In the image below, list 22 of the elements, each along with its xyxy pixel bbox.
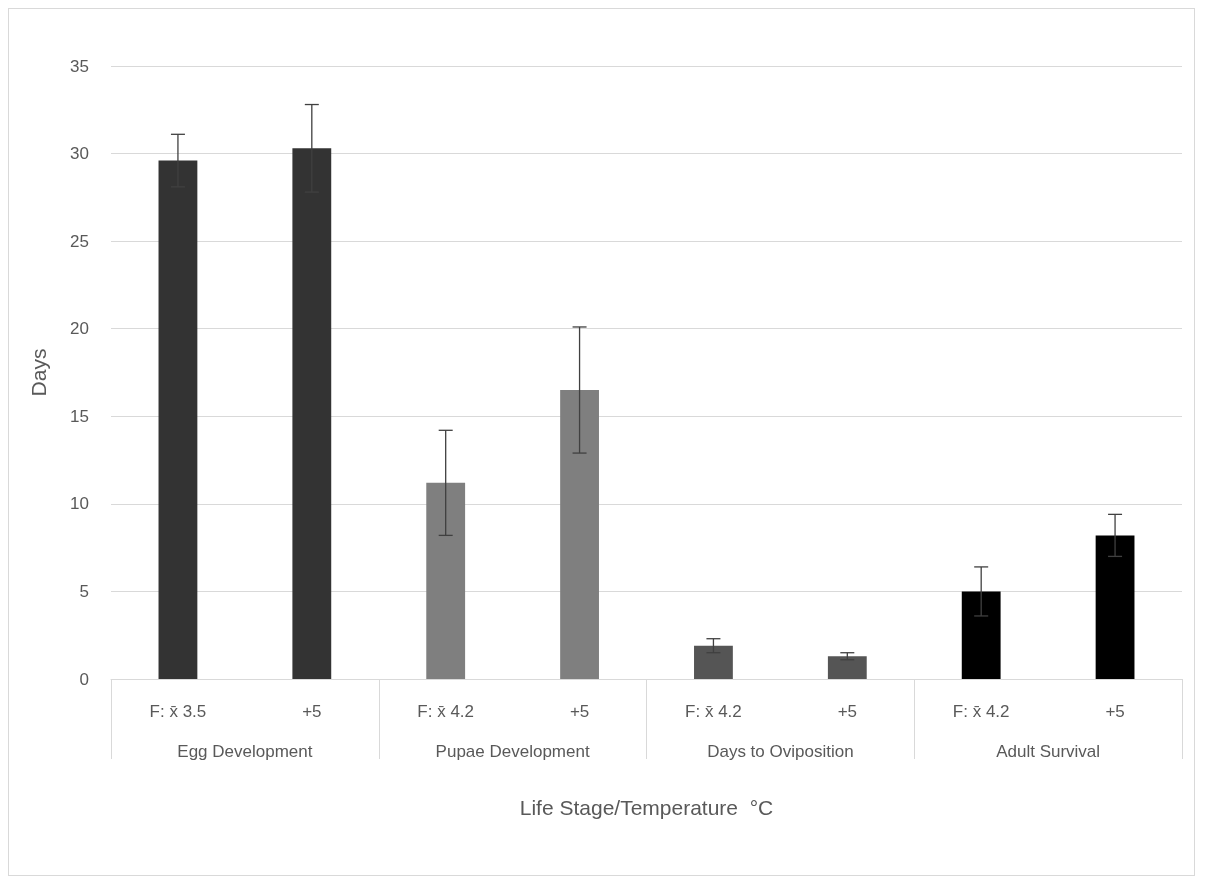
x-tick-label: F: x̄ 4.2 [952, 702, 1010, 721]
x-tick-label: F: x̄ 4.2 [417, 702, 475, 721]
x-tick-label: +5 [1105, 702, 1125, 721]
y-tick-label: 20 [70, 319, 89, 339]
x-tick-label: +5 [302, 702, 322, 721]
text: Pupae Development [435, 742, 590, 761]
y-tick-label: 30 [70, 144, 89, 164]
text: Days to Oviposition [707, 742, 854, 761]
y-tick-label: 0 [79, 669, 89, 689]
y-axis-title: Days [27, 348, 50, 397]
x-tick-label: F: x̄ 3.5 [149, 702, 207, 721]
x-axis-title: Life Stage/Temperature °C [519, 796, 774, 819]
x-tick-label: +5 [569, 702, 590, 721]
text: Adult Survival [996, 742, 1101, 761]
text: Egg Development [177, 742, 313, 761]
y-tick-label: 5 [79, 581, 89, 601]
y-tick-label: 35 [70, 56, 89, 76]
y-tick-label: 10 [70, 494, 89, 514]
x-tick-label: +5 [837, 702, 858, 721]
x-tick-label: F: x̄ 4.2 [685, 702, 742, 721]
y-tick-label: 25 [70, 231, 89, 251]
y-tick-label: 15 [70, 406, 89, 426]
